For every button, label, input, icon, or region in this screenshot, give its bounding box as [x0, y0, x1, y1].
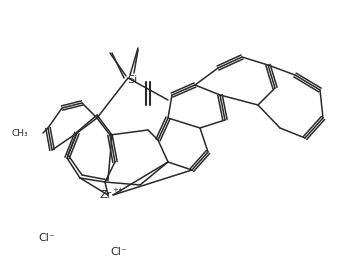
Text: CH₃: CH₃	[11, 128, 28, 138]
Text: Zr: Zr	[100, 190, 112, 200]
Text: Cl⁻: Cl⁻	[110, 247, 127, 257]
Text: ++: ++	[112, 187, 124, 193]
Text: Si: Si	[127, 75, 137, 85]
Text: Cl⁻: Cl⁻	[38, 233, 55, 243]
